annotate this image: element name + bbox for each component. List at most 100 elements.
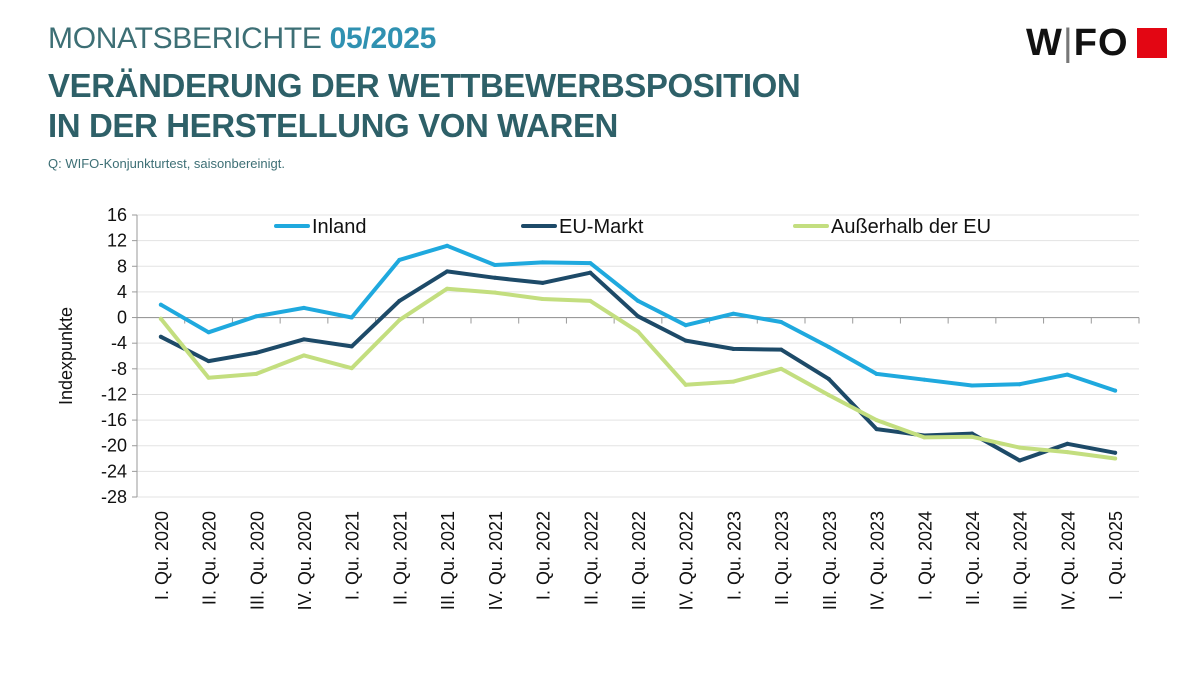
data-point — [1065, 450, 1070, 455]
legend-label: EU-Markt — [559, 216, 644, 238]
data-point — [1113, 456, 1118, 461]
data-point — [254, 371, 259, 376]
data-point — [540, 280, 545, 285]
data-point — [922, 377, 927, 382]
series-2 — [158, 286, 1118, 461]
x-tick-label: IV. Qu. 2024 — [1058, 511, 1078, 610]
report-series-heading: MONATSBERICHTE 05/2025 — [48, 22, 436, 56]
data-point — [302, 305, 306, 310]
chart-title-line-2: IN DER HERSTELLUNG VON WAREN — [48, 107, 618, 144]
data-point — [1113, 450, 1118, 455]
x-tick-label: II. Qu. 2021 — [390, 511, 410, 605]
data-point — [874, 371, 879, 376]
x-tick-label: III. Qu. 2021 — [438, 511, 458, 610]
data-point — [779, 366, 784, 371]
data-point — [826, 345, 831, 350]
data-point — [302, 353, 306, 358]
x-tick-label: I. Qu. 2022 — [534, 511, 554, 600]
data-point — [874, 427, 879, 432]
legend-label: Außerhalb der EU — [831, 216, 991, 238]
data-point — [731, 379, 736, 384]
data-point — [254, 350, 259, 355]
data-point — [1065, 441, 1070, 446]
data-point — [540, 296, 545, 301]
data-point — [1017, 445, 1022, 450]
data-point — [349, 366, 354, 371]
data-point — [445, 243, 450, 248]
data-point — [349, 315, 354, 320]
x-tick-label: I. Qu. 2024 — [915, 511, 935, 600]
data-point — [158, 316, 163, 321]
series-1 — [158, 269, 1118, 463]
data-point — [683, 338, 688, 343]
x-tick-label: I. Qu. 2021 — [343, 511, 363, 600]
wifo-logo-square — [1136, 28, 1167, 58]
x-tick-label: I. Qu. 2023 — [724, 511, 744, 600]
x-tick-label: IV. Qu. 2020 — [295, 511, 315, 610]
y-tick-label: -12 — [101, 384, 127, 404]
x-tick-label: I. Qu. 2020 — [152, 511, 172, 600]
x-tick-label: III. Qu. 2022 — [629, 511, 649, 610]
data-point — [826, 377, 831, 382]
x-tick-label: II. Qu. 2020 — [200, 511, 220, 605]
data-point — [636, 298, 640, 303]
y-tick-label: -28 — [101, 487, 127, 507]
data-point — [397, 318, 402, 323]
series-0 — [158, 243, 1118, 393]
chart-title: VERÄNDERUNG DER WETTBEWERBSPOSITION IN D… — [48, 66, 801, 146]
report-issue: 05/2025 — [329, 22, 437, 55]
data-point — [158, 334, 163, 339]
data-point — [206, 375, 211, 380]
x-tick-label: II. Qu. 2024 — [963, 511, 983, 605]
data-point — [206, 330, 211, 335]
data-point — [1017, 458, 1022, 463]
y-tick-label: 16 — [107, 205, 127, 225]
data-point — [779, 320, 784, 325]
x-tick-label: II. Qu. 2022 — [581, 511, 601, 605]
data-point — [683, 382, 688, 387]
data-point — [731, 311, 736, 316]
data-point — [302, 337, 306, 342]
data-point — [588, 298, 593, 303]
y-tick-label: 0 — [117, 308, 127, 328]
data-point — [445, 286, 450, 291]
legend-label: Inland — [312, 216, 367, 238]
data-point — [397, 257, 402, 262]
x-tick-label: III. Qu. 2023 — [820, 511, 840, 610]
x-tick-label: IV. Qu. 2023 — [868, 511, 888, 610]
data-point — [588, 261, 593, 266]
source-note: Q: WIFO-Konjunkturtest, saisonbereinigt. — [48, 156, 285, 171]
y-tick-label: -20 — [101, 436, 127, 456]
data-point — [206, 359, 211, 364]
data-point — [492, 275, 497, 280]
data-point — [826, 393, 831, 398]
data-point — [349, 344, 354, 349]
x-tick-label: II. Qu. 2023 — [772, 511, 792, 605]
data-point — [254, 314, 259, 319]
wifo-logo-wordmark: W|FO — [1026, 22, 1129, 64]
data-point — [922, 435, 927, 440]
y-tick-label: 4 — [117, 282, 127, 302]
y-tick-label: -4 — [111, 333, 127, 353]
chart-title-line-1: VERÄNDERUNG DER WETTBEWERBSPOSITION — [48, 67, 801, 104]
x-tick-label: I. Qu. 2025 — [1106, 511, 1126, 600]
x-tick-label: IV. Qu. 2022 — [677, 511, 697, 610]
data-point — [636, 329, 640, 334]
y-tick-label: 8 — [117, 256, 127, 276]
data-point — [874, 418, 879, 423]
report-series-label: MONATSBERICHTE — [48, 22, 322, 55]
data-point — [492, 262, 497, 267]
data-point — [540, 260, 545, 265]
data-point — [1017, 382, 1022, 387]
data-point — [731, 346, 736, 351]
y-axis-title: Indexpunkte — [56, 307, 76, 405]
data-point — [970, 434, 974, 439]
data-point — [1065, 372, 1070, 377]
y-tick-label: -24 — [101, 461, 127, 481]
data-point — [636, 314, 640, 319]
y-tick-label: -16 — [101, 410, 127, 430]
data-point — [970, 383, 974, 388]
data-point — [397, 298, 402, 303]
wifo-logo: W|FO — [1026, 22, 1167, 64]
